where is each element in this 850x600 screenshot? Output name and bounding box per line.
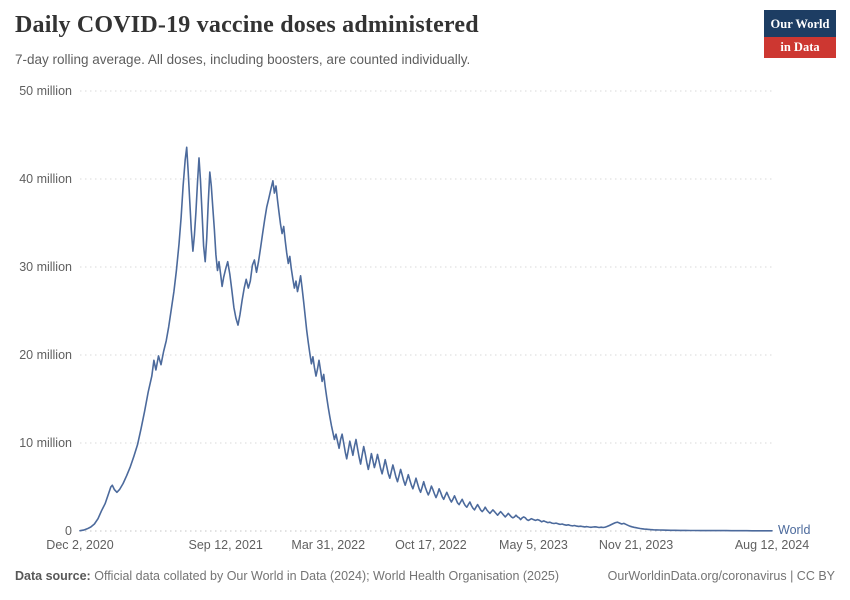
x-axis-tick-label: May 5, 2023 [499,538,568,552]
x-axis-tick-label: Sep 12, 2021 [188,538,263,552]
data-source-value: Official data collated by Our World in D… [94,569,560,583]
x-axis-tick-label: Aug 12, 2024 [734,538,810,552]
chart-footer: Data source: Official data collated by O… [15,569,835,583]
owid-logo-line1: Our World [764,10,836,37]
owid-logo[interactable]: Our World in Data [764,10,836,58]
data-source-text: Data source: Official data collated by O… [15,569,559,583]
x-axis-tick-label: Oct 17, 2022 [395,538,467,552]
chart-subtitle: 7-day rolling average. All doses, includ… [15,52,471,67]
owid-logo-line2: in Data [764,36,836,58]
data-source-label: Data source: [15,569,91,583]
y-axis-tick-label: 30 million [19,260,72,274]
x-axis-tick-label: Dec 2, 2020 [46,538,114,552]
y-axis-tick-label: 0 [65,524,72,538]
y-axis-tick-label: 40 million [19,172,72,186]
x-axis-tick-label: Mar 31, 2022 [291,538,366,552]
owid-credit-link[interactable]: OurWorldinData.org/coronavirus | CC BY [607,569,835,583]
series-label-world: World [778,522,811,537]
y-axis-tick-label: 10 million [19,436,72,450]
world-series-line [79,146,773,532]
y-axis-tick-label: 20 million [19,348,72,362]
x-axis-tick-label: Nov 21, 2023 [598,538,674,552]
page-title: Daily COVID-19 vaccine doses administere… [15,12,479,38]
y-axis-tick-label: 50 million [19,84,72,98]
